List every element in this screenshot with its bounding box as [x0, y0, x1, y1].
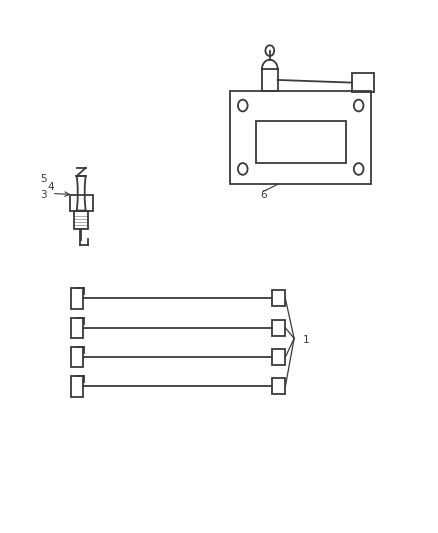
Text: 4: 4 — [47, 182, 54, 191]
Bar — [70, 195, 92, 211]
Bar — [255, 122, 345, 163]
Text: 1: 1 — [302, 335, 309, 344]
Bar — [71, 347, 83, 367]
Bar — [272, 378, 285, 394]
Text: 5: 5 — [40, 174, 47, 183]
Bar — [272, 290, 285, 306]
Bar — [230, 91, 370, 184]
Text: 3: 3 — [40, 190, 47, 199]
Bar — [272, 320, 285, 336]
Bar — [351, 73, 373, 92]
Bar — [74, 211, 88, 229]
Text: 6: 6 — [259, 190, 266, 199]
Bar — [71, 288, 83, 309]
Bar — [71, 318, 83, 338]
Bar — [71, 376, 83, 397]
Bar — [272, 349, 285, 365]
